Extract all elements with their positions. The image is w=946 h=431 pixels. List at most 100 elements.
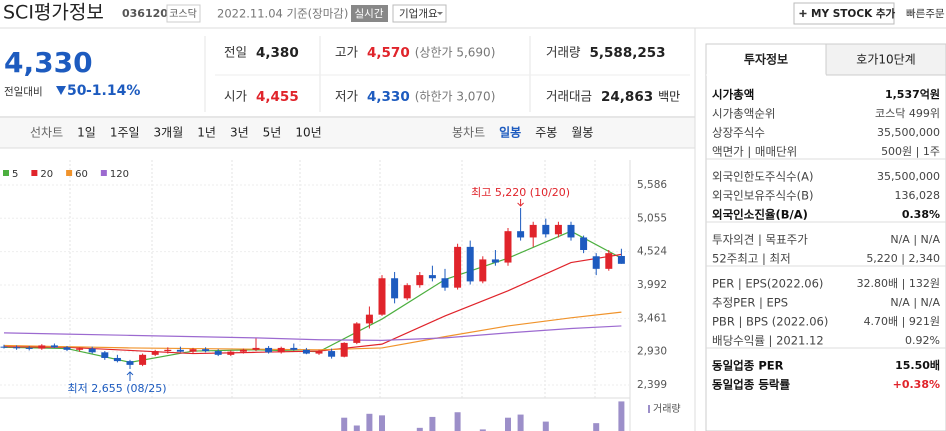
dropdown-icon — [437, 12, 443, 15]
volume-bar — [505, 417, 511, 431]
high-note: 최고 5,220 (10/20) — [471, 186, 570, 199]
candle-body — [592, 256, 600, 269]
candle-body — [63, 347, 71, 350]
candle-body — [617, 255, 625, 264]
volume-bar — [353, 425, 360, 431]
period-option[interactable]: 주봉 — [535, 126, 557, 140]
candle-body — [151, 351, 159, 355]
candle-body — [227, 351, 235, 355]
candle-body — [214, 351, 222, 355]
period-option[interactable]: 월봉 — [571, 126, 593, 140]
summary-value: 24,863 — [601, 89, 653, 105]
mystock[interactable]: MY STOCK 추가 — [811, 7, 896, 20]
candle-body — [554, 224, 562, 235]
candle-body — [164, 349, 172, 352]
candle-body — [441, 278, 449, 288]
candle-body — [126, 361, 134, 365]
mystock-button[interactable] — [793, 2, 895, 25]
candle-body — [328, 351, 336, 357]
legend-swatch — [31, 170, 38, 176]
period-option[interactable]: 3년 — [230, 126, 249, 140]
candle-body — [50, 345, 58, 348]
period-bar — [0, 118, 695, 148]
period-option[interactable]: 3개월 — [154, 126, 184, 140]
volume-bar — [593, 423, 600, 431]
info-label: 액면가 | 매매단위 — [712, 145, 797, 159]
candle-body — [353, 323, 361, 343]
candle-body — [580, 237, 588, 251]
info-value: 5,220 | 2,340 — [866, 252, 940, 265]
volume-label: 거래량 — [653, 403, 681, 415]
info-value: 0.38% — [902, 208, 940, 221]
y-tick-label: 2,930 — [637, 346, 667, 358]
period-option[interactable]: 10년 — [295, 126, 321, 140]
market: 코스닥 — [169, 8, 197, 20]
info-value: 0.92% — [905, 334, 940, 347]
volume-bar — [366, 413, 373, 431]
legend-swatch — [3, 170, 9, 176]
period-option[interactable]: 1주일 — [110, 126, 140, 140]
candle-body — [302, 349, 310, 354]
period-option[interactable]: 1일 — [77, 126, 96, 140]
candle-body — [88, 348, 96, 353]
candle-body — [25, 347, 33, 349]
period-option[interactable]: 일봉 — [499, 126, 521, 140]
summary-note: 백만 — [658, 90, 680, 104]
volume-bar — [341, 417, 348, 431]
volume-bar — [618, 401, 625, 431]
legend-label: 20 — [40, 169, 53, 180]
candle-body — [315, 351, 323, 354]
period-option[interactable]: 5년 — [263, 126, 282, 140]
change: 50 — [67, 83, 87, 99]
candle-body — [290, 347, 298, 350]
info-value: 35,500,000 — [877, 126, 940, 139]
down-icon — [56, 86, 66, 95]
tab-label[interactable]: 호가10단계 — [856, 53, 915, 67]
candle-body — [0, 346, 8, 348]
low-note: 최저 2,655 (08/25) — [67, 382, 166, 395]
info-value: 35,500,000 — [877, 170, 940, 183]
period-label: 봉차트 — [452, 126, 485, 140]
summary-value: 4,455 — [256, 89, 299, 105]
summary-label: 거래대금 — [546, 89, 592, 104]
info-value: 4.70배 | 921원 — [864, 315, 940, 328]
volume-swatch — [648, 405, 650, 413]
summary-label: 거래량 — [546, 45, 581, 60]
info-value: +0.38% — [893, 378, 940, 391]
company-info[interactable]: 기업개요 — [399, 7, 438, 20]
candle-body — [517, 231, 525, 238]
period-option[interactable]: 1년 — [197, 126, 216, 140]
info-label: PBR | BPS (2022.06) — [712, 315, 828, 329]
info-value: N/A | N/A — [890, 296, 940, 309]
candle-body — [202, 349, 210, 352]
y-tick-label: 2,399 — [637, 379, 667, 391]
info-value: 1,537억원 — [885, 87, 940, 101]
summary-value: 4,380 — [256, 45, 299, 61]
tab-label[interactable]: 투자정보 — [744, 52, 788, 67]
company-info-button[interactable] — [392, 4, 447, 23]
legend-label: 5 — [12, 169, 18, 180]
candle-body — [391, 278, 399, 299]
panel — [705, 43, 946, 431]
tab[interactable] — [825, 43, 946, 76]
high-arrow — [517, 198, 524, 207]
info-label: 52주최고 | 최저 — [712, 252, 791, 266]
candle-body — [76, 348, 84, 350]
info-label: 동일업종 등락률 — [712, 378, 790, 392]
summary-note: (하한가 3,070) — [415, 90, 496, 104]
plus-icon — [799, 10, 807, 17]
candle-body — [101, 352, 109, 358]
info-value: 136,028 — [895, 189, 941, 202]
summary-label: 고가 — [335, 45, 359, 60]
candle-body — [479, 259, 487, 282]
period-label: 선차트 — [30, 126, 63, 140]
candle-body — [277, 347, 285, 353]
quick-order[interactable]: 빠른주문 — [906, 8, 945, 20]
realtime[interactable]: 실시간 — [355, 8, 384, 20]
realtime-button[interactable] — [351, 5, 388, 22]
candle-body — [38, 345, 46, 349]
candle-body — [365, 314, 373, 324]
y-tick-label: 5,586 — [637, 179, 667, 191]
candle-body — [340, 342, 348, 357]
summary-label: 전일 — [224, 45, 247, 60]
